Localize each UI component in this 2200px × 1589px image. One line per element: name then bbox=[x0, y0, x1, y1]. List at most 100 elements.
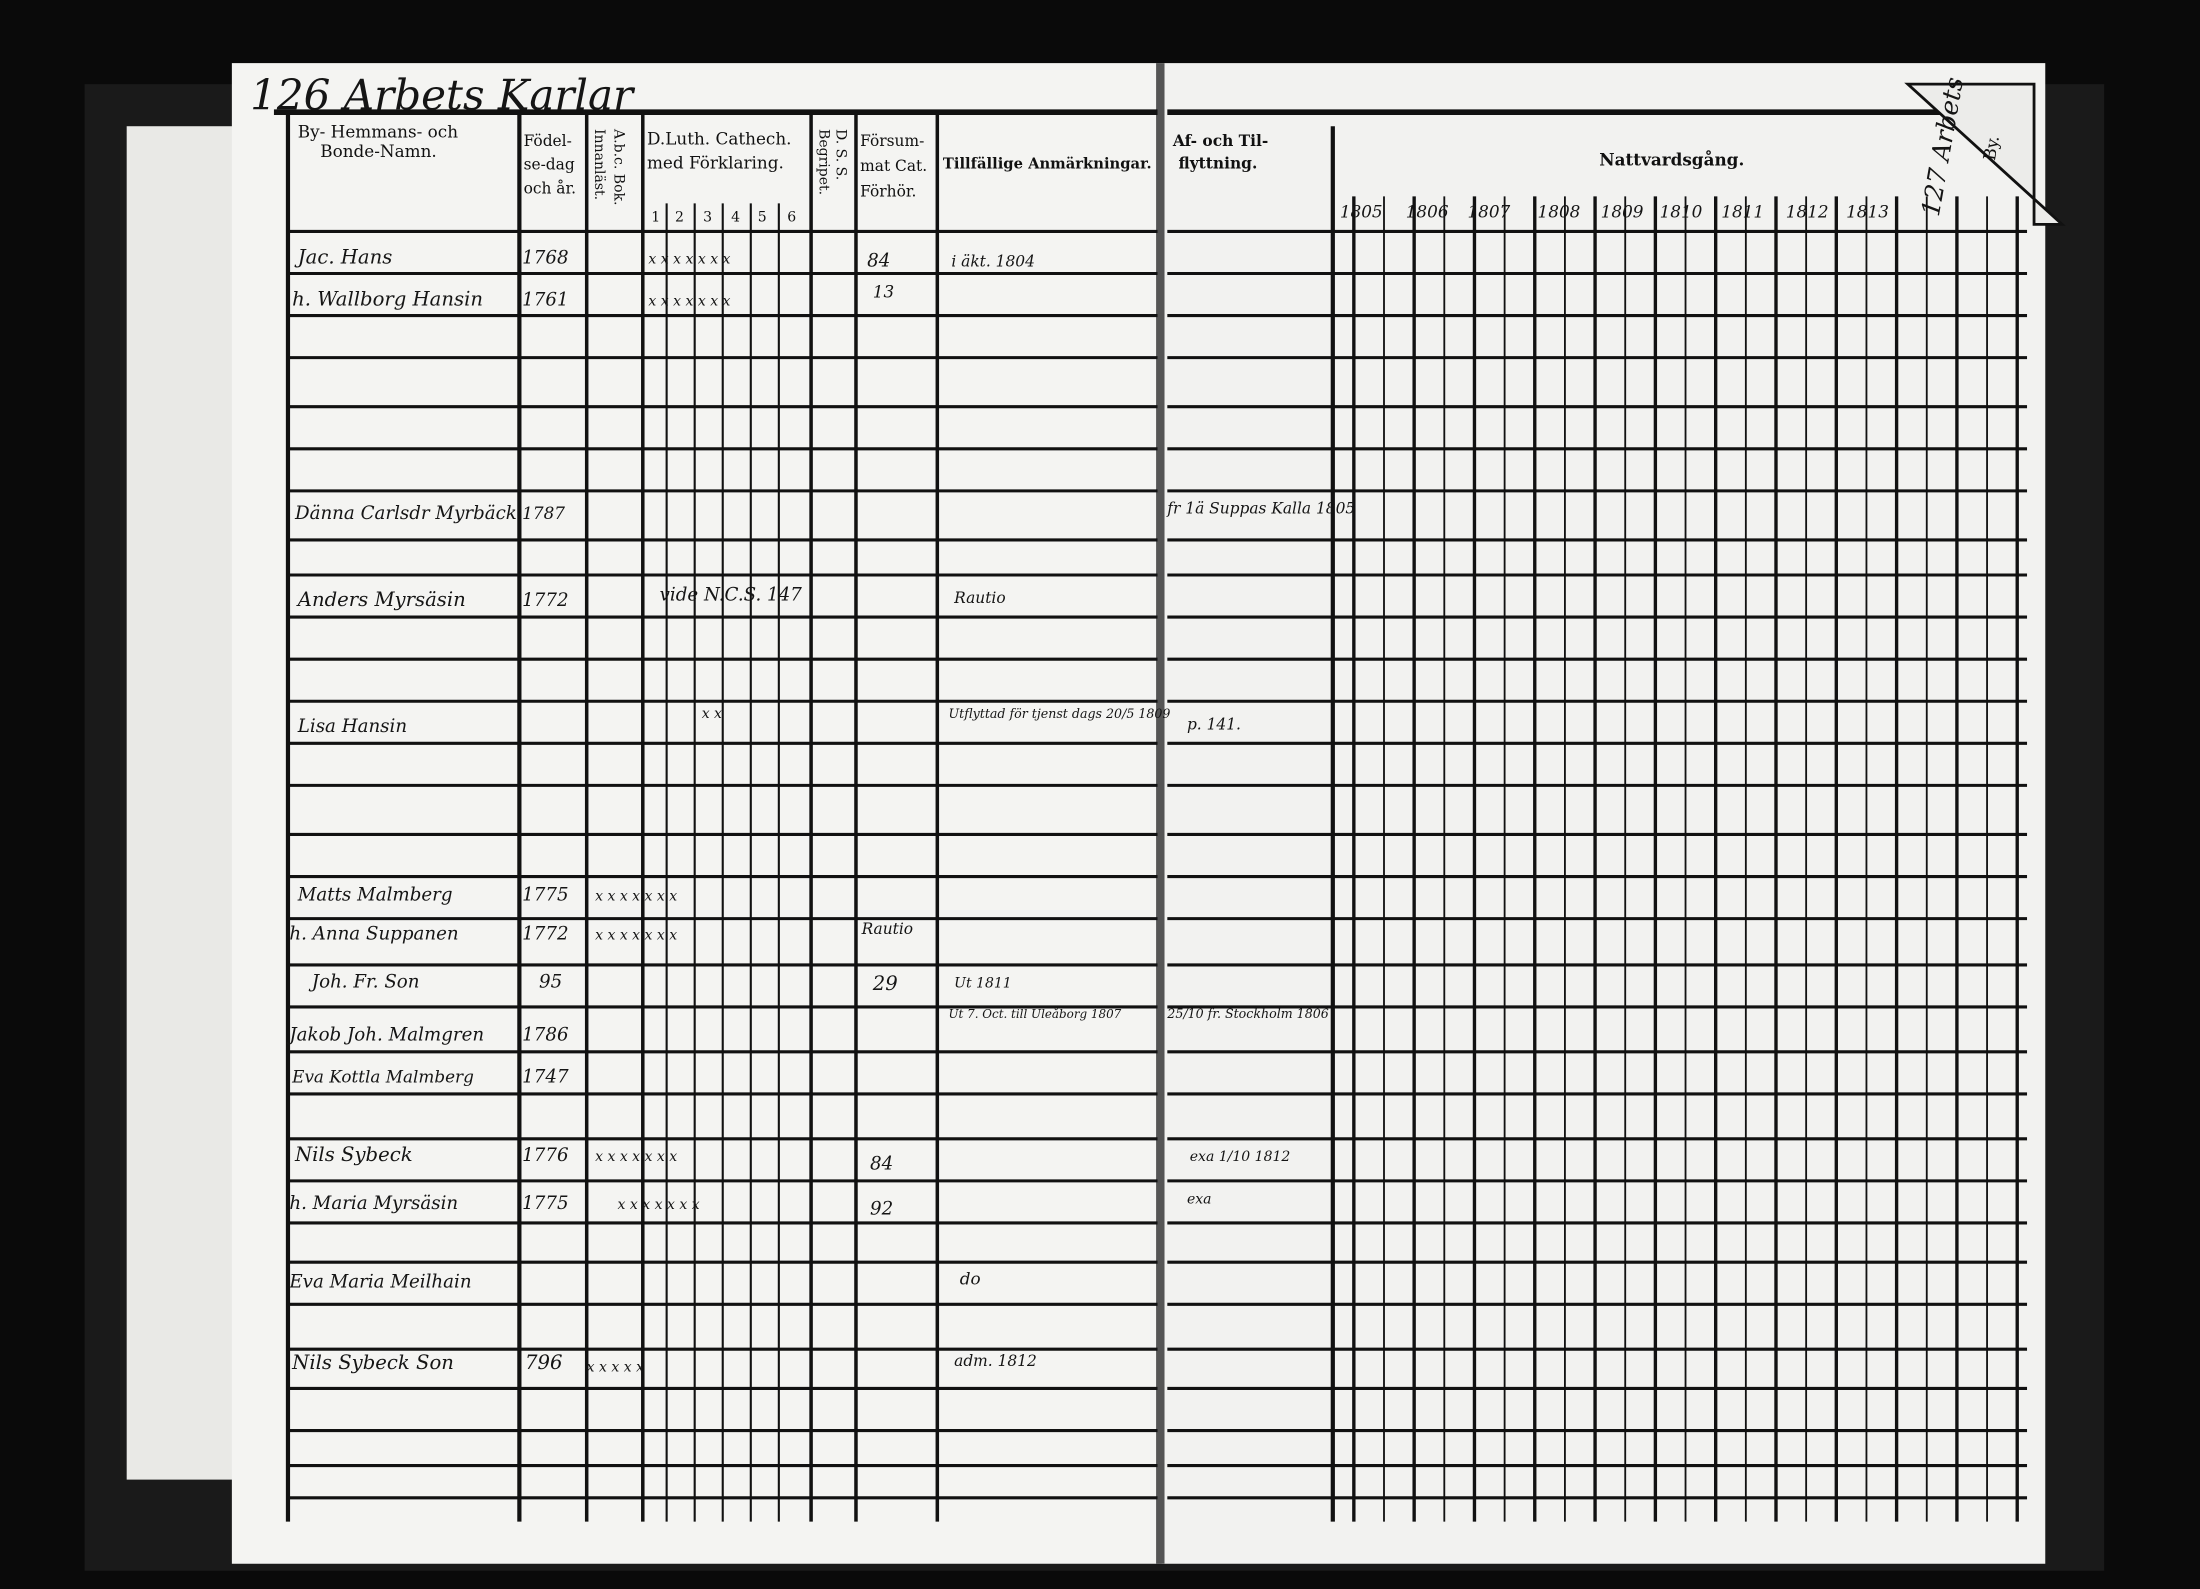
entry-name: Jakob Joh. Malmgren bbox=[285, 1025, 484, 1046]
entry-forhor: 84 bbox=[867, 250, 890, 271]
moving-note: 25/10 fr. Stockholm 1806 bbox=[1166, 1006, 1328, 1021]
moving-note: exa bbox=[1187, 1191, 1212, 1207]
header-catechism-2: med Förklaring. bbox=[647, 152, 784, 172]
entry-row: Eva Kottla Malmberg 1747 bbox=[291, 1067, 569, 1088]
left-page-heading: 126 Arbets Karlar bbox=[250, 70, 636, 119]
entry-row: h. Wallborg Hansin 1761 x x x x x x x 13 bbox=[292, 281, 894, 310]
header-forsummat-2: mat Cat. bbox=[860, 157, 927, 175]
entry-birth: 1772 bbox=[522, 924, 568, 945]
moving-note: p. 141. bbox=[1187, 715, 1241, 733]
entry-birth: 796 bbox=[525, 1351, 562, 1374]
header-forsummat-1: Försum- bbox=[860, 132, 924, 150]
entry-remark: Ut 7. Oct. till Uleåborg 1807 bbox=[949, 1007, 1122, 1021]
year-header: 1813 bbox=[1846, 201, 1889, 221]
catechism-part: 2 bbox=[675, 210, 684, 226]
entry-row: Nils Sybeck Son 796 x x x x x adm. 1812 bbox=[291, 1351, 1037, 1376]
entry-birth: 1775 bbox=[522, 884, 568, 905]
ruled-grid bbox=[273, 109, 2035, 1522]
entry-birth: 1747 bbox=[522, 1067, 569, 1088]
entry-name: Jac. Hans bbox=[294, 246, 393, 269]
entry-birth: 1787 bbox=[522, 503, 565, 523]
entry-catechism: vide N.C.S. 147 bbox=[660, 584, 803, 605]
header-dss: D. S. S. bbox=[832, 129, 848, 180]
entry-catechism: x x x x x x x bbox=[648, 294, 730, 310]
entry-birth: 1776 bbox=[522, 1145, 568, 1166]
year-header: 1807 bbox=[1467, 201, 1510, 221]
moving-note: fr 1ä Suppas Kalla 1805 bbox=[1166, 499, 1355, 517]
entry-forhor: 29 bbox=[872, 972, 898, 995]
register-entries: Jac. Hans 1768 x x x x x x x 84 i äkt. 1… bbox=[285, 246, 1355, 1376]
entry-name: Eva Kottla Malmberg bbox=[291, 1067, 474, 1087]
header-abc: A.b.c. Bok. bbox=[611, 128, 627, 205]
entry-catechism: x x x x x x x bbox=[595, 888, 677, 904]
page-edge-strip bbox=[126, 126, 239, 1480]
year-header: 1810 bbox=[1660, 201, 1703, 221]
entry-name: Dänna Carlsdr Myrbäck bbox=[294, 503, 517, 524]
corner-label: By. bbox=[1979, 134, 2003, 162]
entry-catechism: x x x x x x x bbox=[595, 928, 677, 944]
header-innanlast: Innanläst. bbox=[591, 129, 607, 200]
entry-row: Jac. Hans 1768 x x x x x x x 84 i äkt. 1… bbox=[294, 246, 1035, 272]
entry-remark: Utflyttad för tjenst dags 20/5 1809 bbox=[949, 706, 1171, 721]
entry-birth: 1772 bbox=[522, 590, 568, 611]
entry-remark: i äkt. 1804 bbox=[951, 252, 1035, 270]
year-header: 1805 bbox=[1340, 201, 1383, 221]
entry-forhor: Rautio bbox=[861, 920, 913, 938]
entry-row: Eva Maria Meilhain do bbox=[288, 1269, 980, 1293]
entry-catechism: x x bbox=[702, 706, 722, 722]
catechism-part: 4 bbox=[731, 210, 740, 226]
year-header: 1812 bbox=[1786, 201, 1829, 221]
entry-row: Lisa Hansin x x Utflyttad för tjenst dag… bbox=[297, 706, 1171, 737]
entry-catechism: x x x x x x x bbox=[595, 1149, 677, 1165]
header-catechism-1: D.Luth. Cathech. bbox=[647, 128, 792, 148]
entry-name: Matts Malmberg bbox=[297, 884, 453, 905]
entry-catechism: x x x x x x x bbox=[618, 1197, 700, 1213]
entry-row: Dänna Carlsdr Myrbäck 1787 bbox=[294, 503, 565, 524]
entry-name: Anders Myrsäsin bbox=[296, 588, 466, 611]
entry-row: Joh. Fr. Son 95 29 Ut 1811 bbox=[308, 971, 1012, 995]
header-begripet: Begripet. bbox=[816, 129, 832, 195]
header-moving-2: flyttning. bbox=[1179, 154, 1258, 172]
year-header: 1806 bbox=[1406, 201, 1449, 221]
entry-name: Lisa Hansin bbox=[297, 716, 407, 737]
entry-name: h. Anna Suppanen bbox=[289, 924, 458, 945]
entry-remark: do bbox=[960, 1269, 981, 1289]
entry-forhor: 84 bbox=[870, 1154, 893, 1175]
catechism-part: 3 bbox=[703, 210, 712, 226]
year-header: 1809 bbox=[1601, 201, 1644, 221]
right-page bbox=[1161, 63, 2046, 1564]
catechism-part-numbers: 1 2 3 4 5 6 bbox=[651, 210, 796, 226]
entry-catechism: x x x x x bbox=[587, 1360, 644, 1376]
entry-row: Matts Malmberg 1775 x x x x x x x bbox=[297, 884, 677, 905]
entry-name: Nils Sybeck Son bbox=[291, 1351, 454, 1374]
entry-catechism: x x x x x x x bbox=[648, 252, 730, 268]
header-communion: Nattvardsgång. bbox=[1599, 149, 1744, 169]
entry-row: Jakob Joh. Malmgren 1786 Ut 7. Oct. till… bbox=[285, 1007, 1121, 1045]
entry-birth: 95 bbox=[539, 971, 562, 992]
catechism-part: 5 bbox=[758, 210, 767, 226]
entry-remark: Rautio bbox=[953, 589, 1005, 607]
header-birth-2: se-dag bbox=[524, 156, 575, 174]
entry-row: h. Anna Suppanen 1772 x x x x x x x Raut… bbox=[289, 920, 913, 945]
entry-remark: Ut 1811 bbox=[954, 975, 1012, 991]
entry-name: h. Wallborg Hansin bbox=[292, 288, 483, 311]
entry-name: Eva Maria Meilhain bbox=[288, 1271, 471, 1292]
catechism-part: 6 bbox=[787, 210, 796, 226]
entry-forhor: 13 bbox=[873, 281, 894, 301]
header-birth-1: Födel- bbox=[524, 132, 572, 150]
entry-row: h. Maria Myrsäsin 1775 x x x x x x x 92 bbox=[289, 1193, 893, 1220]
header-name-1: By- Hemmans- och bbox=[298, 121, 458, 141]
header-moving-1: Af- och Til- bbox=[1172, 132, 1268, 150]
catechism-part: 1 bbox=[651, 210, 660, 226]
entry-birth: 1775 bbox=[522, 1193, 568, 1214]
entry-name: Nils Sybeck bbox=[294, 1143, 413, 1166]
entry-birth: 1761 bbox=[522, 290, 568, 311]
header-remarks: Tillfällige Anmärkningar. bbox=[943, 155, 1152, 172]
entry-name: h. Maria Myrsäsin bbox=[289, 1193, 458, 1214]
header-birth-3: och år. bbox=[524, 180, 576, 198]
book-gutter bbox=[1156, 63, 1165, 1564]
left-page bbox=[231, 63, 1165, 1564]
entry-name: Joh. Fr. Son bbox=[308, 971, 420, 992]
